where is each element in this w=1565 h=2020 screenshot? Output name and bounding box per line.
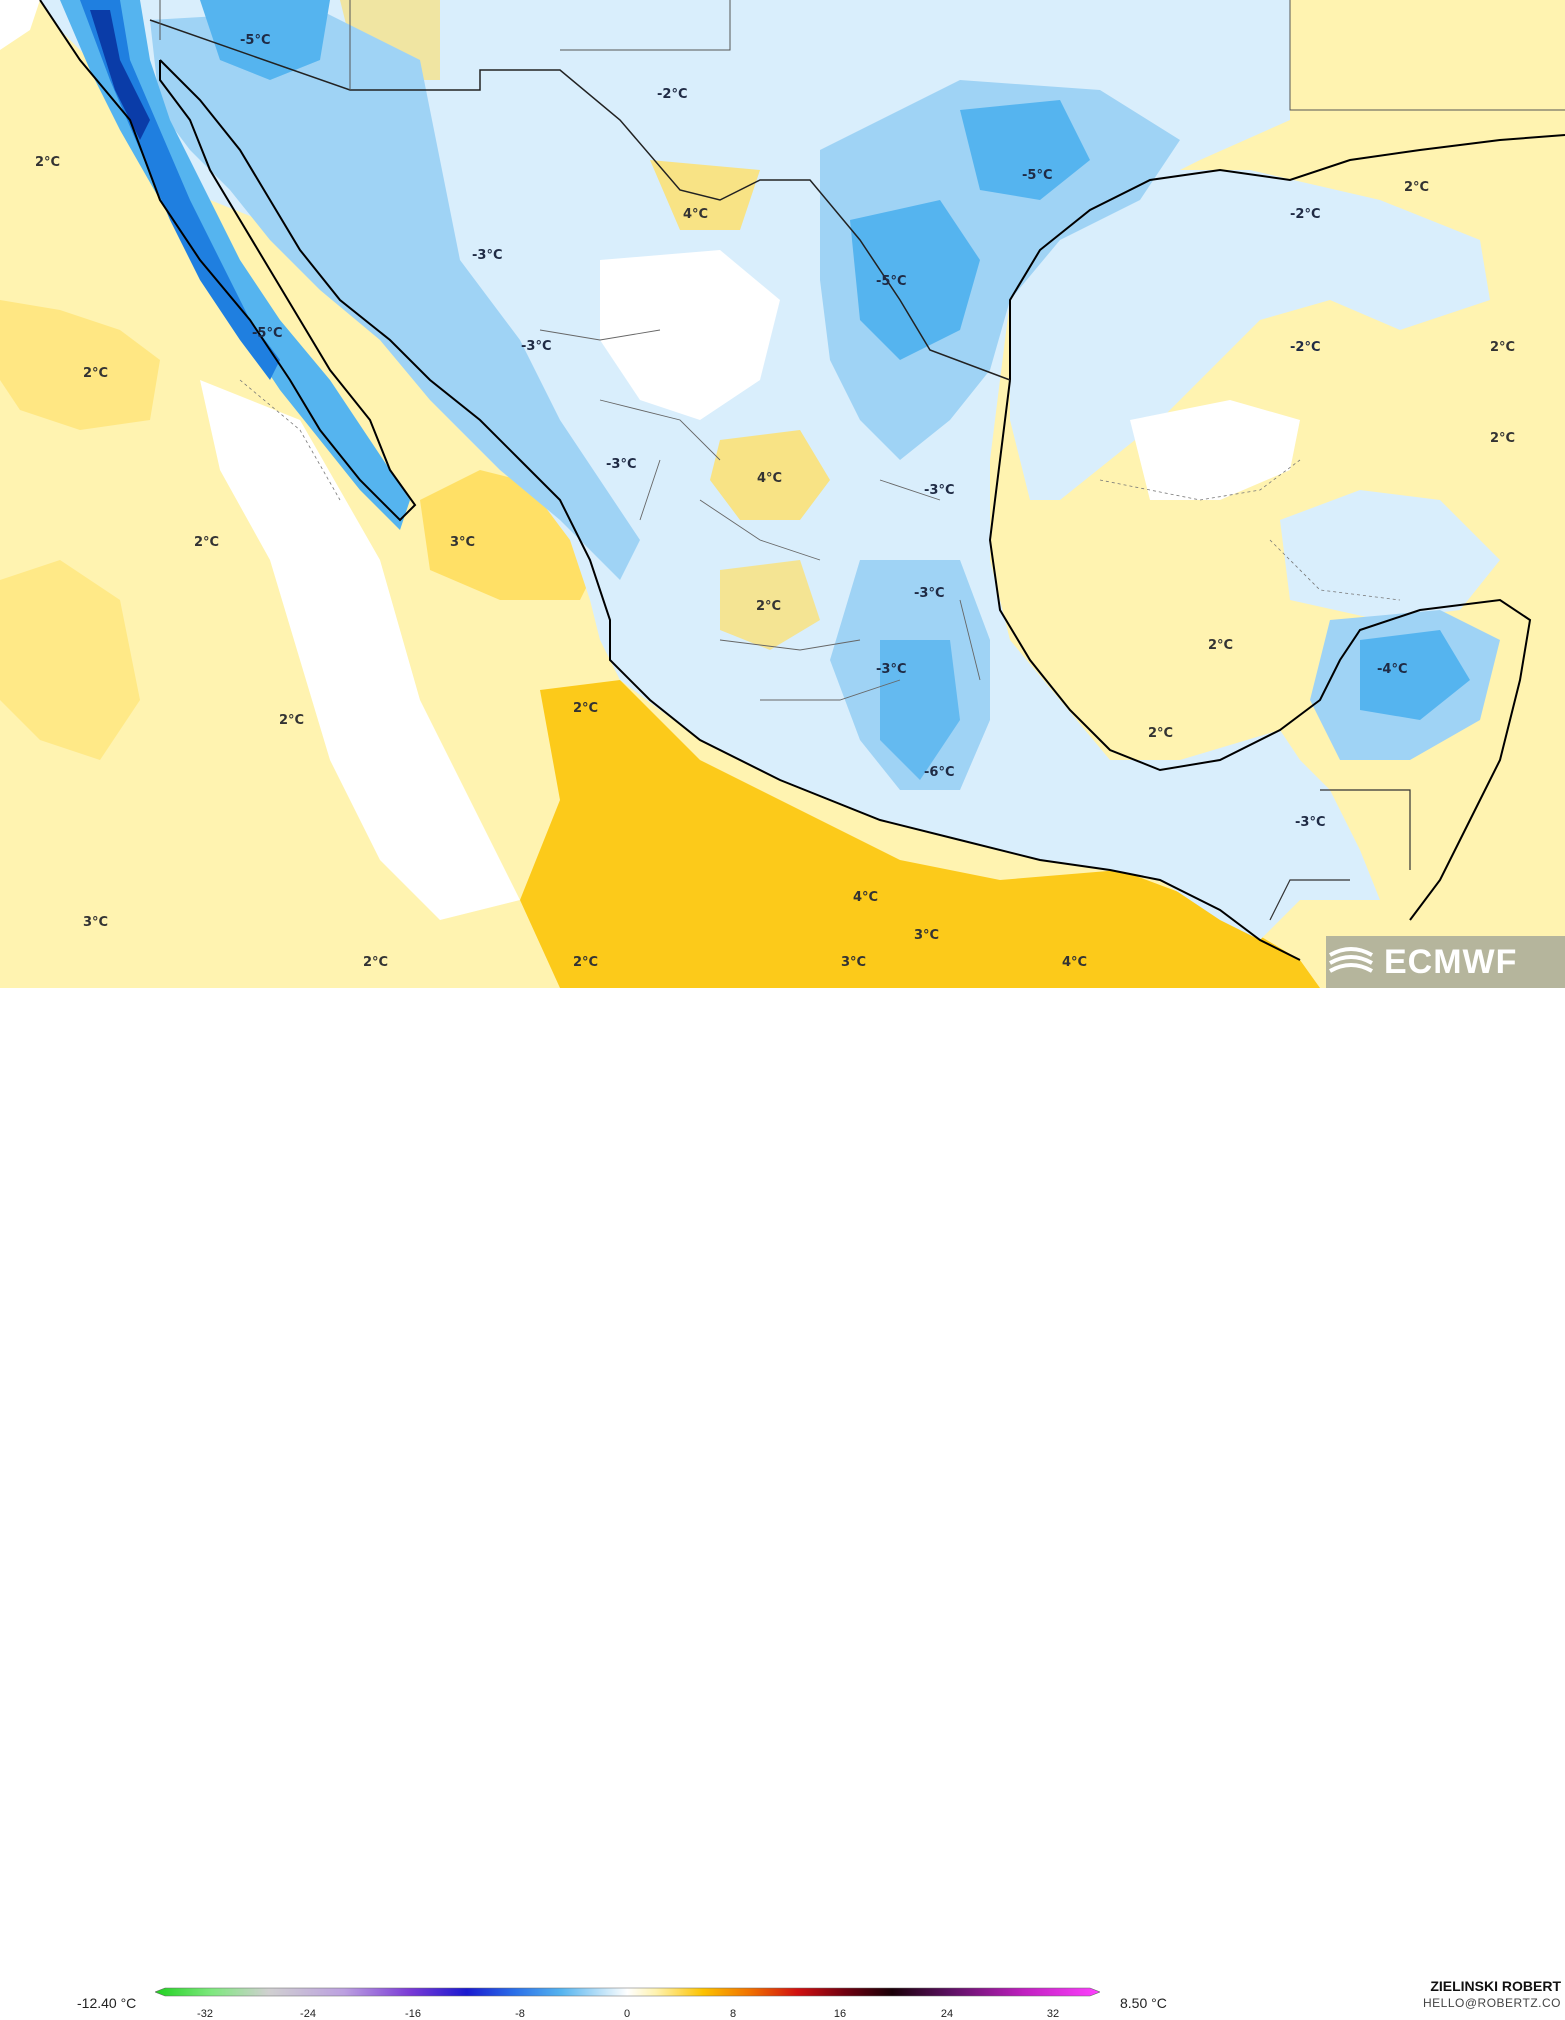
credit-name: ZIELINSKI ROBERT [1430, 1978, 1561, 1994]
isotherm-label: -3°C [606, 457, 636, 472]
ecmwf-logo: ECMWF [1326, 936, 1565, 988]
isotherm-label: 2°C [1490, 340, 1515, 355]
isotherm-label: 2°C [573, 701, 598, 716]
map-canvas: -5°C -2°C -5°C 2°C 4°C -2°C -3°C -5°C -5… [0, 0, 1565, 988]
isotherm-label: -6°C [924, 765, 954, 780]
colorbar-gradient [155, 1988, 1100, 1996]
isotherm-label: -3°C [521, 339, 551, 354]
isotherm-label: 4°C [683, 207, 708, 222]
isotherm-label: 2°C [83, 366, 108, 381]
isotherm-label: -3°C [1295, 815, 1325, 830]
temperature-anomaly-map: -5°C -2°C -5°C 2°C 4°C -2°C -3°C -5°C -5… [0, 0, 1565, 988]
colorbar-max-label: 8.50 °C [1120, 1995, 1167, 2011]
colorbar-tick: 8 [730, 2008, 736, 2020]
isotherm-label: 2°C [279, 713, 304, 728]
isotherm-label: 4°C [853, 890, 878, 905]
colorbar-tick: -24 [300, 2008, 316, 2020]
isotherm-label: -3°C [924, 483, 954, 498]
colorbar-tick: -32 [197, 2008, 213, 2020]
colorbar: -32 -24 -16 -8 0 8 16 24 32 [155, 1986, 1100, 2020]
isotherm-label: 2°C [35, 155, 60, 170]
isotherm-label: 2°C [1404, 180, 1429, 195]
footer: -12.40 °C [0, 988, 1565, 1035]
colorbar-min-label: -12.40 °C [77, 1995, 136, 2011]
colorbar-tick: -8 [515, 2008, 525, 2020]
isotherm-label: 2°C [1490, 431, 1515, 446]
isotherm-label: 2°C [1148, 726, 1173, 741]
colorbar-tick: 0 [624, 2008, 630, 2020]
isotherm-label: -3°C [472, 248, 502, 263]
isotherm-label: -2°C [657, 87, 687, 102]
isotherm-label: 3°C [914, 928, 939, 943]
isotherm-label: 2°C [363, 955, 388, 970]
isotherm-label: 3°C [841, 955, 866, 970]
isotherm-label: 2°C [194, 535, 219, 550]
isotherm-label: -3°C [914, 586, 944, 601]
isotherm-label: -5°C [876, 274, 906, 289]
colorbar-tick: 32 [1047, 2008, 1059, 2020]
isotherm-label: -2°C [1290, 340, 1320, 355]
isotherm-label: 2°C [756, 599, 781, 614]
isotherm-label-extra: 2°C [573, 955, 598, 970]
colorbar-tick: 24 [941, 2008, 953, 2020]
isotherm-label: 2°C [1208, 638, 1233, 653]
colorbar-tick: -16 [405, 2008, 421, 2020]
ecmwf-logo-icon [1326, 945, 1376, 979]
isotherm-label: -2°C [1290, 207, 1320, 222]
isotherm-label: -5°C [1022, 168, 1052, 183]
isotherm-label: 4°C [757, 471, 782, 486]
isotherm-label: 3°C [83, 915, 108, 930]
colorbar-tick: 16 [834, 2008, 846, 2020]
isotherm-label: 3°C [450, 535, 475, 550]
isotherm-label: -3°C [876, 662, 906, 677]
credit-email: HELLO@ROBERTZ.CO [1423, 1996, 1561, 2010]
isotherm-label: -4°C [1377, 662, 1407, 677]
isotherm-label: -5°C [240, 33, 270, 48]
isotherm-label: 4°C [1062, 955, 1087, 970]
isotherm-label: -5°C [252, 326, 282, 341]
ecmwf-logo-text: ECMWF [1384, 943, 1517, 982]
